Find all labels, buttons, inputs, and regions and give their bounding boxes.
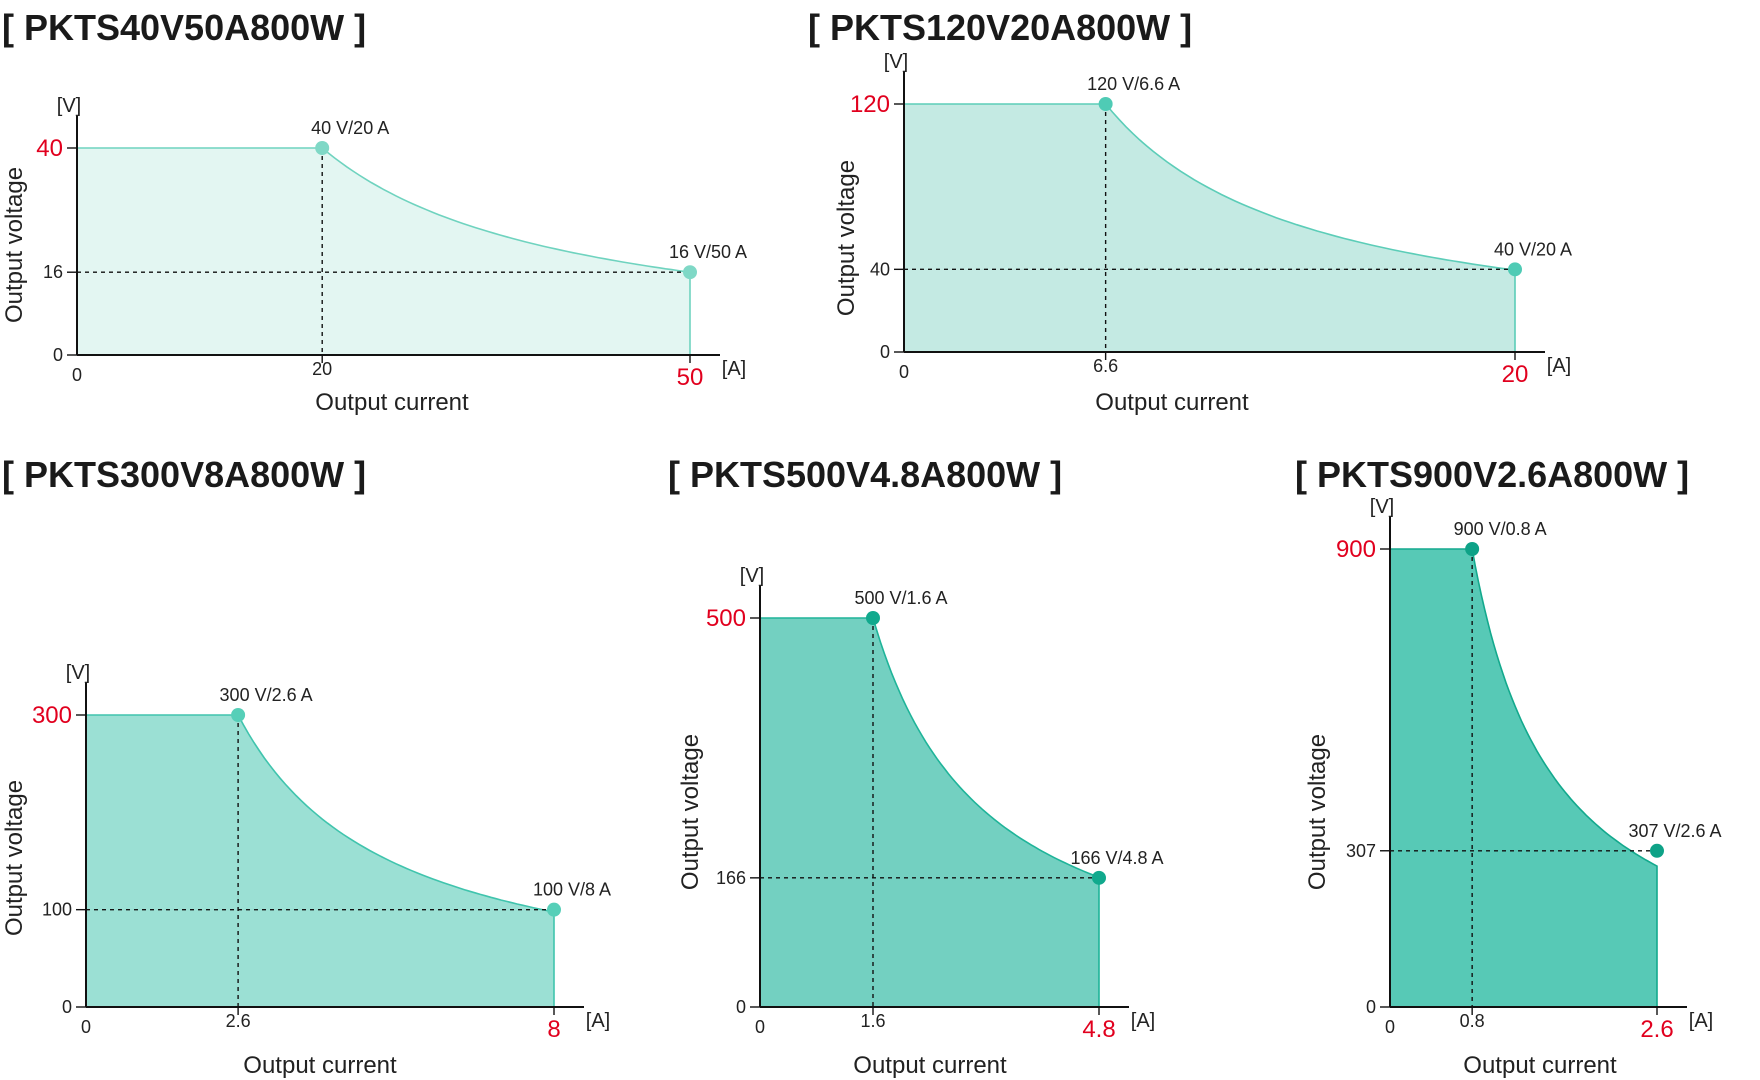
y-tick-label: 166 <box>716 868 746 888</box>
x-unit-label: [A] <box>1131 1010 1155 1032</box>
y-tick-label: 0 <box>62 997 72 1017</box>
data-point <box>1092 870 1106 885</box>
operating-area <box>760 618 1099 1007</box>
data-point-label: 500 V/1.6 A <box>854 588 947 608</box>
x-tick-label: 20 <box>1502 361 1529 388</box>
envelope-line <box>77 147 691 355</box>
chart-panel-1: [ PKTS40V50A800W ] 0 16 40 0 20 50 [V] [A] Output… <box>1 7 747 416</box>
x-tick-label: 50 <box>677 364 704 391</box>
chart-title: [ PKTS120V20A800W ] <box>808 7 1192 48</box>
y-tick-label: 0 <box>1366 997 1376 1017</box>
y-tick-label: 120 <box>850 91 890 118</box>
y-axis-label: Output voltage <box>1 780 28 936</box>
y-tick-label: 300 <box>32 702 72 729</box>
data-point <box>683 265 697 280</box>
y-axis-label: Output voltage <box>1304 734 1331 890</box>
data-point-label: 166 V/4.8 A <box>1070 848 1163 868</box>
envelope-line <box>904 103 1516 352</box>
chart-title: [ PKTS900V2.6A800W ] <box>1295 454 1689 495</box>
data-point-label: 300 V/2.6 A <box>220 685 313 705</box>
operating-area <box>86 715 554 1007</box>
operating-area <box>1390 549 1657 1007</box>
y-axis-label: Output voltage <box>833 160 860 316</box>
y-unit-label: [V] <box>884 51 908 73</box>
y-tick-label: 900 <box>1336 536 1376 563</box>
x-unit-label: [A] <box>722 358 746 380</box>
x-unit-label: [A] <box>1547 355 1571 377</box>
data-point-label: 120 V/6.6 A <box>1087 74 1180 94</box>
y-axis-label: Output voltage <box>677 734 704 890</box>
envelope-line <box>760 617 1100 1007</box>
data-point <box>547 902 561 917</box>
chart-title: [ PKTS300V8A800W ] <box>2 454 366 495</box>
data-point <box>1465 542 1480 556</box>
x-tick-label: 0 <box>72 365 82 385</box>
envelope-line <box>86 714 555 1007</box>
data-point <box>231 708 246 722</box>
y-tick-label: 100 <box>42 900 72 920</box>
x-unit-label: [A] <box>586 1010 610 1032</box>
chart-title: [ PKTS40V50A800W ] <box>2 7 366 48</box>
data-point-label: 900 V/0.8 A <box>1454 519 1547 539</box>
x-unit-label: [A] <box>1689 1010 1713 1032</box>
chart-panel-2: [ PKTS120V20A800W ] 0 40 120 0 6.6 20 [V] [A] Out… <box>808 7 1572 416</box>
y-tick-label: 16 <box>43 262 63 282</box>
x-tick-label: 0 <box>81 1017 91 1037</box>
x-axis-label: Output current <box>1463 1052 1617 1079</box>
y-tick-label: 0 <box>736 997 746 1017</box>
x-tick-label: 6.6 <box>1093 356 1118 376</box>
data-point-label: 16 V/50 A <box>669 242 747 262</box>
chart-title: [ PKTS500V4.8A800W ] <box>668 454 1062 495</box>
operating-area <box>77 148 690 355</box>
x-tick-label: 0 <box>899 362 909 382</box>
x-tick-label: 8 <box>547 1016 560 1043</box>
x-tick-label: 1.6 <box>860 1011 885 1031</box>
y-tick-label: 40 <box>36 135 63 162</box>
y-tick-label: 40 <box>870 259 890 279</box>
y-tick-label: 0 <box>53 345 63 365</box>
chart-panel-3: [ PKTS300V8A800W ] 0 100 300 0 2.6 8 [V] [A] Outp… <box>1 454 611 1079</box>
x-axis-label: Output current <box>853 1052 1007 1079</box>
chart-panel-5: [ PKTS900V2.6A800W ] 0 307 900 0 0.8 2.6 [V] [A]… <box>1295 454 1722 1079</box>
x-tick-label: 4.8 <box>1082 1016 1115 1043</box>
x-tick-label: 0 <box>755 1017 765 1037</box>
y-tick-label: 500 <box>706 605 746 632</box>
data-point <box>866 611 880 625</box>
data-point-label: 40 V/20 A <box>1494 239 1572 259</box>
data-point-label: 100 V/8 A <box>533 880 611 900</box>
x-tick-label: 2.6 <box>226 1011 251 1031</box>
y-unit-label: [V] <box>740 565 764 587</box>
y-unit-label: [V] <box>66 662 90 684</box>
x-tick-label: 2.6 <box>1640 1016 1673 1043</box>
x-tick-label: 0 <box>1385 1017 1395 1037</box>
y-axis-label: Output voltage <box>1 167 28 323</box>
data-point <box>1650 843 1664 858</box>
y-tick-label: 0 <box>880 342 890 362</box>
data-point <box>1098 97 1113 111</box>
y-unit-label: [V] <box>57 95 81 117</box>
data-point <box>315 141 330 155</box>
data-point-label: 307 V/2.6 A <box>1628 821 1721 841</box>
operating-area <box>904 104 1515 352</box>
y-tick-label: 307 <box>1346 841 1376 861</box>
x-tick-label: 20 <box>312 359 332 379</box>
data-point-label: 40 V/20 A <box>311 118 389 138</box>
data-point <box>1508 262 1522 277</box>
x-axis-label: Output current <box>315 389 469 416</box>
x-axis-label: Output current <box>243 1052 397 1079</box>
envelope-line <box>1390 548 1658 1007</box>
chart-panel-4: [ PKTS500V4.8A800W ] 0 166 500 0 1.6 4.8 [V] [A]… <box>668 454 1164 1079</box>
x-axis-label: Output current <box>1095 389 1249 416</box>
y-unit-label: [V] <box>1370 496 1394 518</box>
x-tick-label: 0.8 <box>1460 1011 1485 1031</box>
